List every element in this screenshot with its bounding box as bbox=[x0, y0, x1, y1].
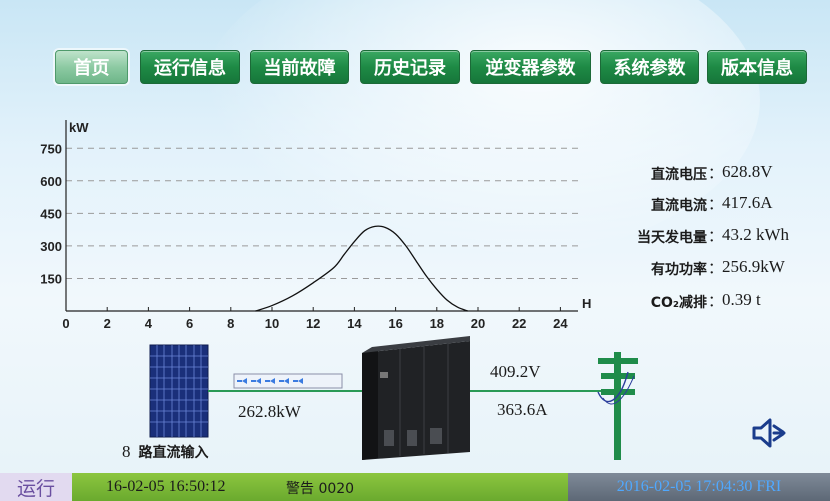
nav-run-info-button[interactable]: 运行信息 bbox=[140, 50, 240, 84]
stat-colon: ： bbox=[708, 227, 724, 245]
x-tick-label: 12 bbox=[306, 316, 320, 331]
system-clock: 2016-02-05 17:04:30 FRI bbox=[568, 473, 830, 501]
nav-inverter-params-button[interactable]: 逆变器参数 bbox=[470, 50, 591, 84]
stat-label: 当天发电量 bbox=[637, 230, 707, 246]
dc-power-value: 262.8kW bbox=[238, 402, 301, 421]
x-tick-label: 24 bbox=[553, 316, 568, 331]
dc-flow-indicator bbox=[233, 373, 343, 389]
stat-dc-voltage: 直流电压 ： 628.8V bbox=[600, 160, 825, 186]
x-tick-label: 20 bbox=[471, 316, 485, 331]
power-curve-line bbox=[255, 225, 468, 312]
inverter-cabinet-icon bbox=[362, 336, 470, 460]
y-axis-label: kW bbox=[69, 120, 89, 135]
nav-home-button[interactable]: 首页 bbox=[55, 50, 128, 84]
stat-colon: ： bbox=[708, 164, 724, 182]
y-tick-label: 150 bbox=[40, 271, 62, 286]
stat-colon: ： bbox=[708, 259, 724, 277]
last-event-time: 16-02-05 16:50:12 bbox=[106, 478, 226, 495]
x-tick-label: 22 bbox=[512, 316, 526, 331]
ac-current-value: 363.6A bbox=[497, 400, 548, 419]
nav-history-button[interactable]: 历史记录 bbox=[360, 50, 460, 84]
stat-label: 直流电流 bbox=[651, 198, 707, 214]
x-tick-label: 10 bbox=[265, 316, 279, 331]
dc-inputs-label: 8 路直流输入 bbox=[122, 442, 209, 462]
x-tick-label: 0 bbox=[62, 316, 69, 331]
nav-version-info-button[interactable]: 版本信息 bbox=[707, 50, 807, 84]
stat-value: 628.8V bbox=[722, 162, 773, 181]
stat-label: CO₂减排 bbox=[650, 295, 707, 311]
background-swoosh bbox=[200, 0, 760, 260]
warning-code[interactable]: 警告 0020 bbox=[286, 481, 355, 497]
stat-active-power: 有功功率 ： 256.9kW bbox=[600, 255, 825, 281]
stat-dc-current: 直流电流 ： 417.6A bbox=[600, 191, 825, 217]
y-tick-label: 450 bbox=[40, 206, 62, 221]
chart-grid bbox=[66, 147, 578, 279]
dc-inputs-text: 路直流输入 bbox=[138, 445, 209, 461]
x-tick-label: 8 bbox=[227, 316, 234, 331]
y-tick-label: 600 bbox=[40, 174, 62, 189]
stat-co2-reduction: CO₂减排 ： 0.39 t bbox=[600, 288, 825, 314]
status-bar: 运行 16-02-05 16:50:12 警告 0020 2016-02-05 … bbox=[0, 473, 830, 501]
stat-value: 0.39 t bbox=[722, 290, 761, 309]
x-tick-label: 18 bbox=[430, 316, 444, 331]
solar-panel-icon bbox=[149, 344, 209, 438]
x-tick-label: 6 bbox=[186, 316, 193, 331]
y-tick-label: 300 bbox=[40, 239, 62, 254]
stat-colon: ： bbox=[708, 195, 724, 213]
x-axis-label: H bbox=[582, 296, 591, 311]
x-tick-label: 2 bbox=[104, 316, 111, 331]
stat-label: 有功功率 bbox=[651, 262, 707, 278]
x-tick-label: 4 bbox=[145, 316, 153, 331]
nav-system-params-button[interactable]: 系统参数 bbox=[600, 50, 699, 84]
stat-value: 256.9kW bbox=[722, 257, 785, 276]
nav-current-fault-button[interactable]: 当前故障 bbox=[250, 50, 349, 84]
dc-inputs-count: 8 bbox=[122, 442, 131, 461]
grid-tower-icon bbox=[597, 352, 638, 460]
run-mode-indicator: 运行 bbox=[0, 473, 72, 501]
stat-value: 417.6A bbox=[722, 193, 773, 212]
x-tick-label: 16 bbox=[388, 316, 402, 331]
ac-voltage-value: 409.2V bbox=[490, 362, 541, 381]
stat-label: 直流电压 bbox=[651, 167, 707, 183]
stat-daily-energy: 当天发电量 ： 43.2 kWh bbox=[600, 223, 825, 249]
speaker-mute-icon[interactable] bbox=[752, 418, 786, 448]
stat-value: 43.2 kWh bbox=[722, 225, 790, 244]
x-tick-label: 14 bbox=[347, 316, 362, 331]
y-tick-label: 750 bbox=[40, 141, 62, 156]
stat-colon: ： bbox=[708, 292, 724, 310]
